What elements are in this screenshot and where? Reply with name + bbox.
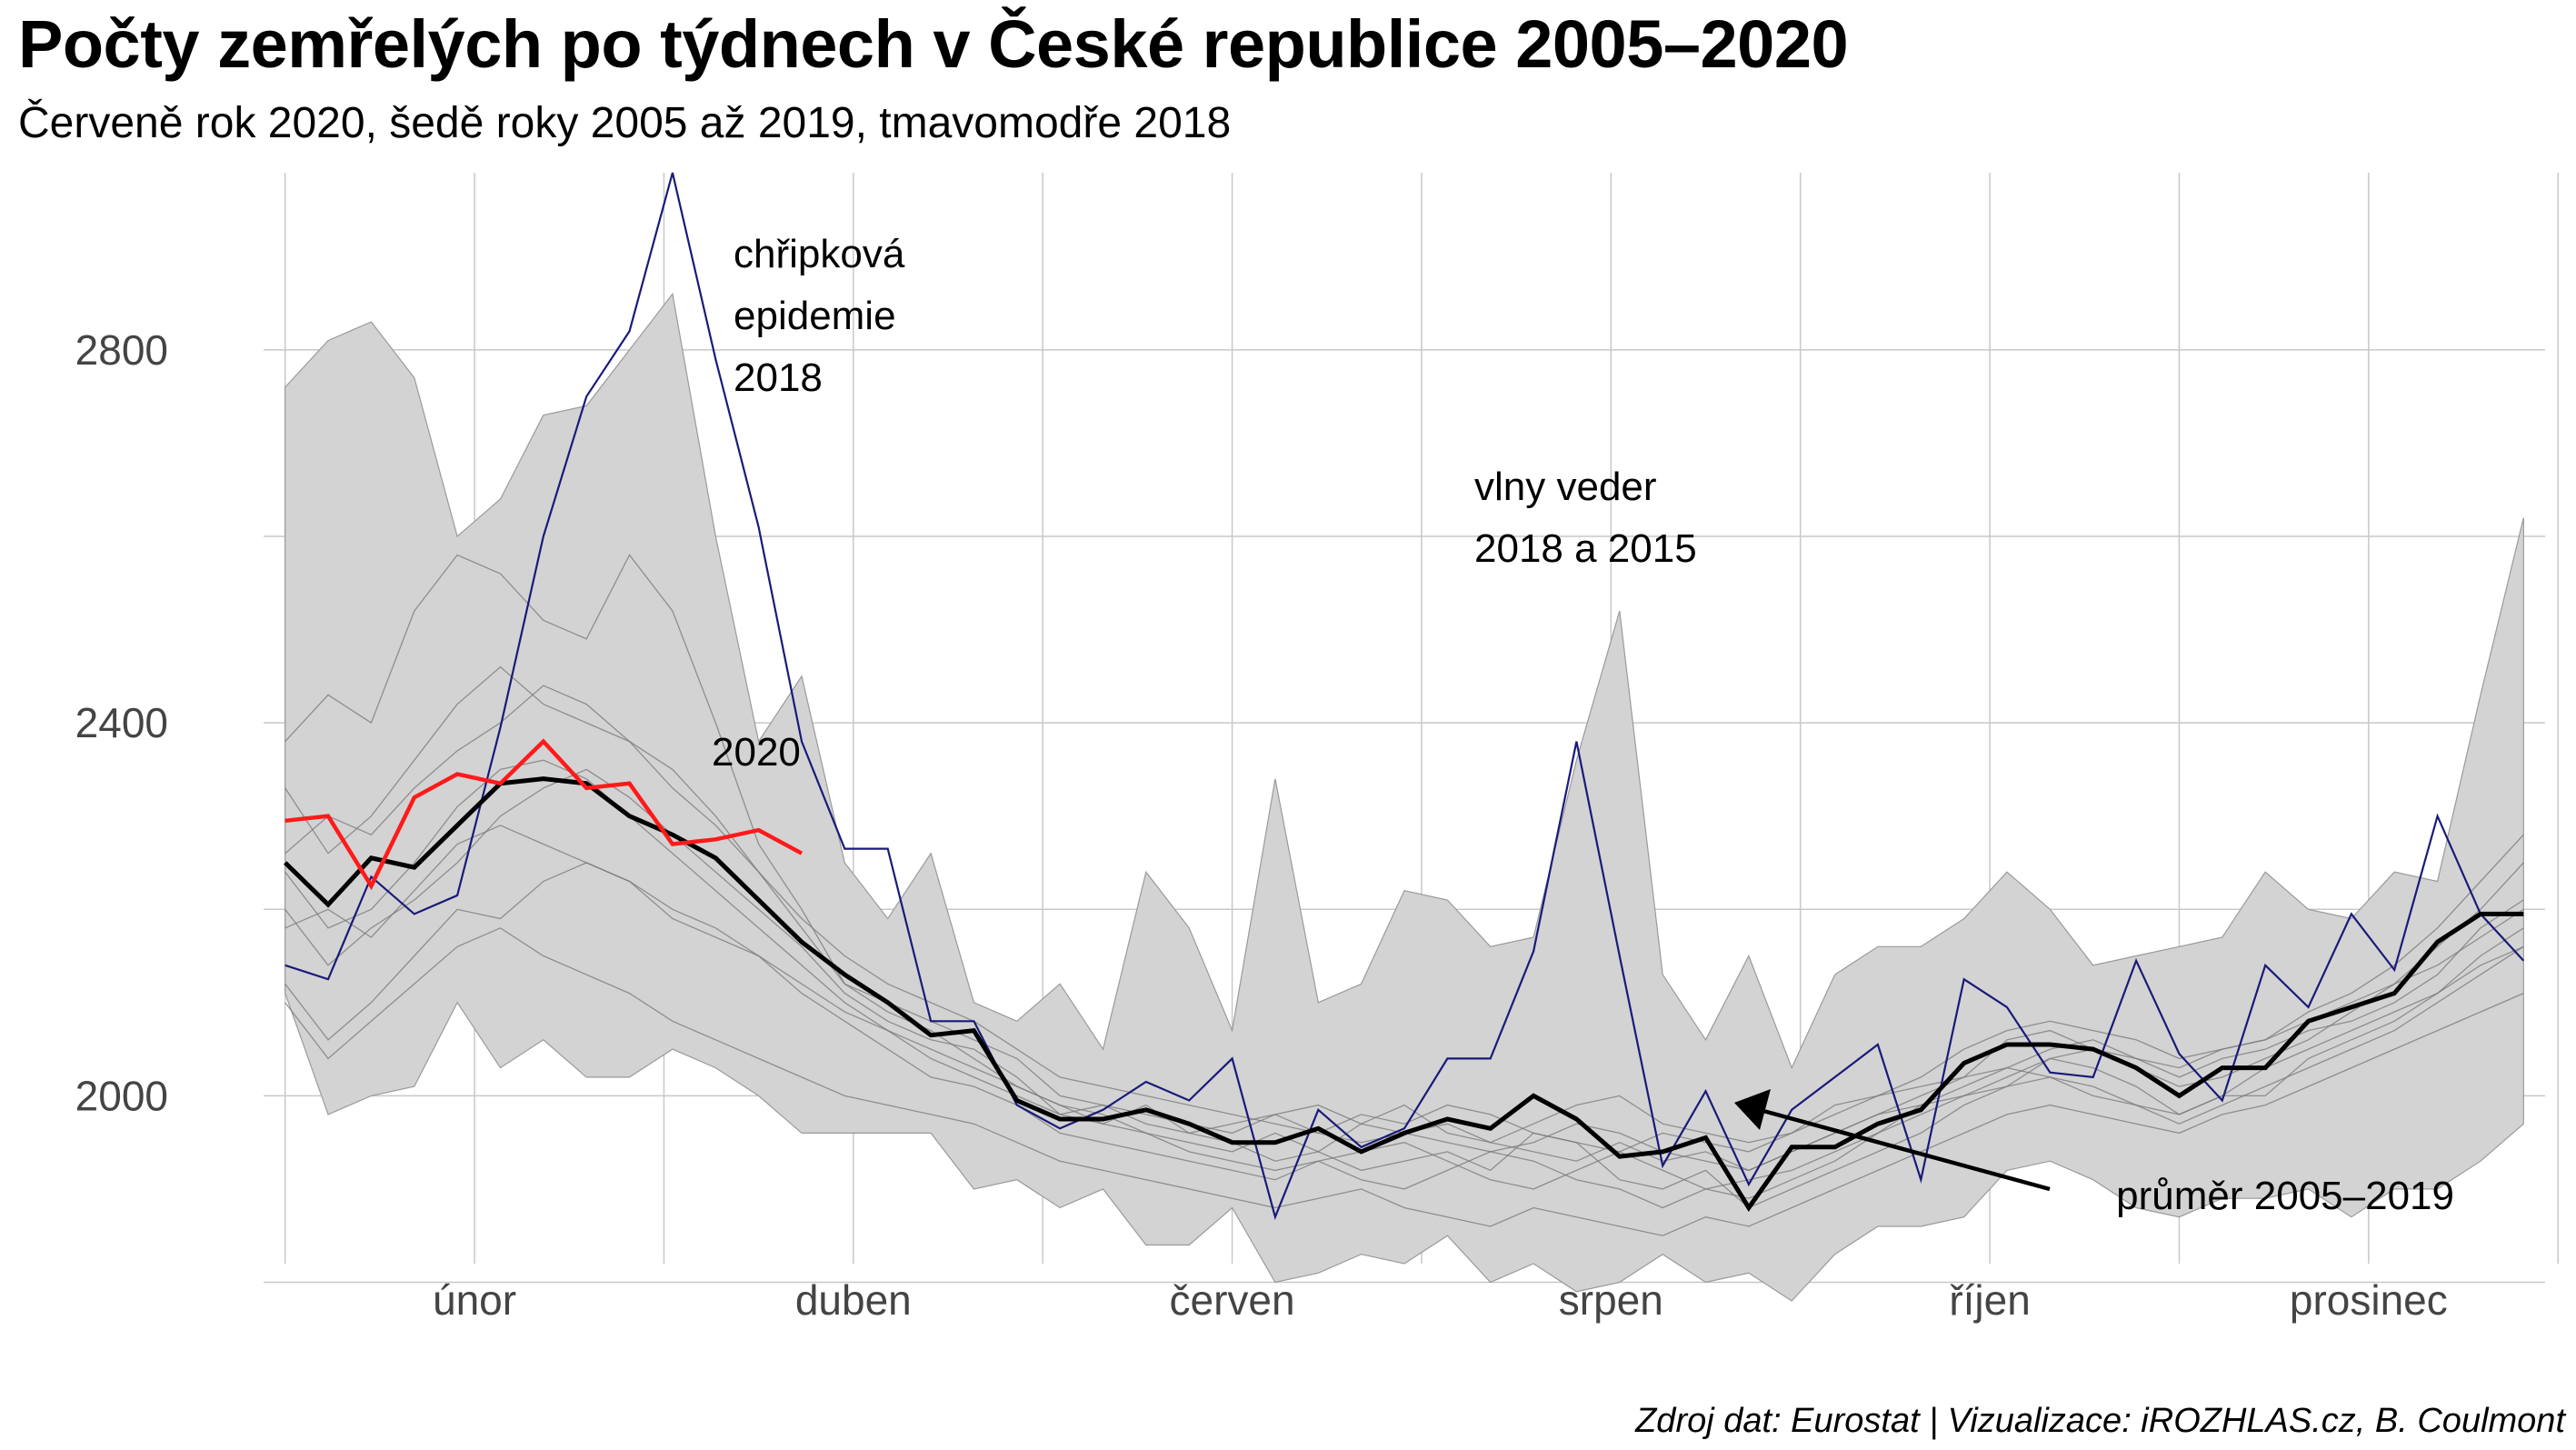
annotation-flu-epidemic: chřipková epidemie 2018 [734,232,905,400]
annotation-flu-line: chřipková [734,232,905,276]
range-band [285,292,2524,1302]
annotation-flu-line: 2018 [734,355,823,400]
series-lines [283,172,2525,1221]
x-tick-label: srpen [1559,1276,1663,1324]
annotations: chřipková epidemie 2018 vlny veder 2018 a 20… [712,232,2454,1218]
annotation-heat-waves: vlny veder 2018 a 2015 [1474,465,1697,571]
annotation-heat-line: vlny veder [1474,465,1657,509]
annotation-arrow-head [1734,1089,1771,1130]
series-line-2018 [285,172,2525,1221]
x-tick-label: duben [795,1276,912,1324]
y-tick-label: 2000 [75,1072,168,1119]
x-tick-label: říjen [1949,1276,2030,1324]
past-year-line [285,862,2524,1199]
x-tick-label: únor [433,1276,516,1324]
series-line-mean [283,776,2524,1213]
range-band-area [285,292,2524,1302]
chart-title: Počty zemřelých po týdnech v České repub… [18,6,1849,82]
x-tick-label: prosinec [2290,1276,2448,1324]
y-tick-label: 2400 [75,699,168,746]
annotation-2020-label: 2020 [712,730,801,775]
annotation-flu-line: epidemie [734,294,896,338]
annotation-heat-line: 2018 a 2015 [1474,526,1697,571]
y-tick-label: 2800 [75,326,168,374]
past-year-line [285,554,2524,1209]
x-tick-label: červen [1170,1276,1295,1324]
axis-labels: 2000 2400 2800 únor duben červen srpen říjen pro… [75,326,2448,1324]
past-year-line [285,927,2524,1236]
annotation-mean-label: průměr 2005–2019 [2116,1174,2454,1218]
past-year-line [285,685,2524,1153]
source-caption: Zdroj dat: Eurostat | Vizualizace: iROZH… [1635,1402,2565,1440]
chart-subtitle: Červeně rok 2020, šedě roky 2005 až 2019… [18,99,1232,147]
annotation-arrow-line [1762,1108,2051,1192]
past-year-line [285,825,2524,1209]
series-line-2020 [285,738,804,891]
